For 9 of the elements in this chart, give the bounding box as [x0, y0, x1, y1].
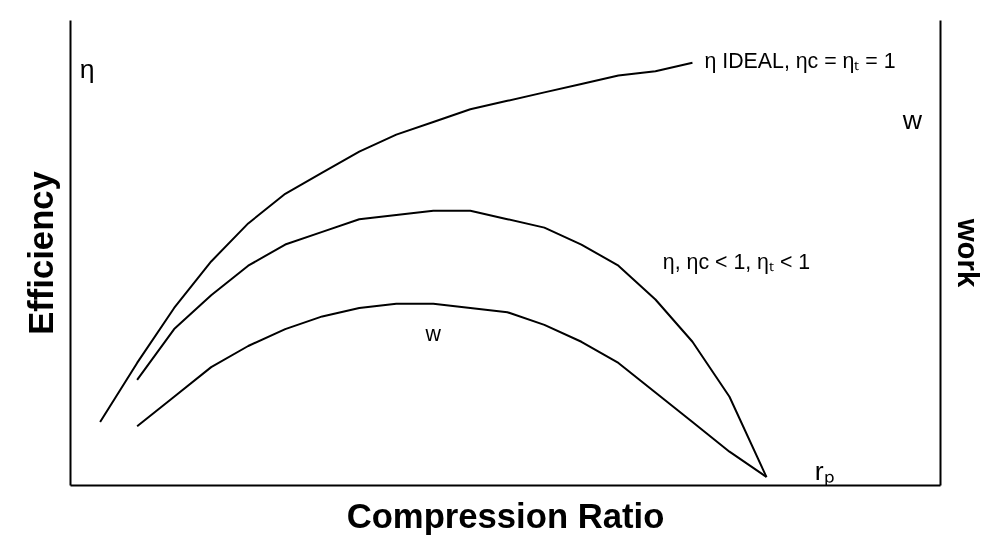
text: work [951, 217, 985, 288]
series-label: η, ηc < 1, ηₜ < 1 [662, 250, 811, 275]
text: rₚ [814, 455, 835, 487]
y-axis-title: Efficiency [21, 170, 60, 335]
series-label: η IDEAL, ηc = ηₜ = 1 [704, 48, 896, 73]
series-label: w [424, 322, 442, 346]
text: w [901, 105, 923, 136]
annotation: η [79, 54, 95, 85]
x-axis-title: Compression Ratio [346, 496, 665, 535]
